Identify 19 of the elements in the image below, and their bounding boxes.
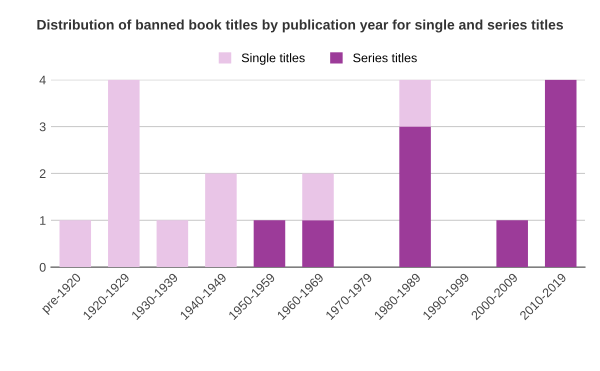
y-tick-label: 1 [40,216,46,225]
bar [59,220,92,268]
bar [399,126,431,268]
bar [496,220,528,268]
bar [254,220,286,268]
bar [156,220,188,268]
legend-label: Single titles [242,53,305,65]
legend-label: Series titles [353,53,417,62]
y-tick-label: 4 [39,76,46,84]
bar [205,173,237,268]
y-tick-label: 3 [40,122,46,132]
chart-title: Distribution of banned book titles by publication year for single and series titles [37,19,563,32]
y-tick-label: 0 [40,262,46,272]
bar [108,80,140,268]
bar [302,173,334,220]
bar [544,80,577,268]
bar [302,220,334,268]
bar [399,80,431,127]
y-tick-label: 2 [40,169,46,178]
